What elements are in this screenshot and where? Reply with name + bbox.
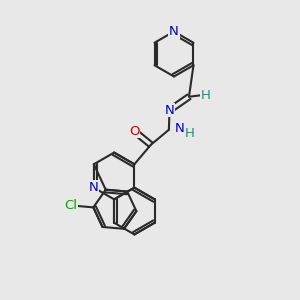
Text: N: N — [175, 122, 184, 135]
Text: N: N — [169, 25, 179, 38]
Text: H: H — [184, 127, 194, 140]
Text: Cl: Cl — [64, 199, 77, 212]
Text: N: N — [165, 104, 174, 117]
Text: O: O — [129, 125, 140, 138]
Text: N: N — [89, 181, 99, 194]
Text: H: H — [200, 89, 210, 102]
